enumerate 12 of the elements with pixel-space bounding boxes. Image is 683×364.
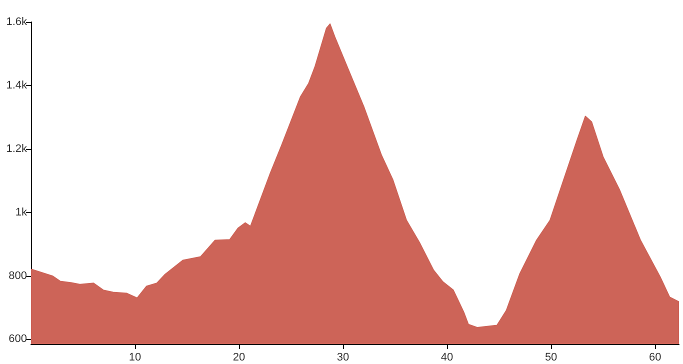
x-tick-label: 50	[544, 352, 558, 364]
y-tick-label: 1.4k	[6, 79, 28, 92]
y-tick-label: 1.6k	[6, 16, 28, 28]
x-tick-label: 20	[232, 352, 246, 364]
y-tick-label: 1k	[15, 206, 28, 218]
y-tick-label: 600	[8, 333, 27, 346]
y-tick-label: 800	[8, 270, 27, 282]
x-tick-label: 30	[336, 352, 350, 364]
x-tick-label: 10	[128, 352, 142, 364]
x-tick-label: 60	[648, 352, 662, 364]
x-tick-label: 40	[440, 352, 454, 364]
y-tick-label: 1.2k	[6, 142, 28, 155]
